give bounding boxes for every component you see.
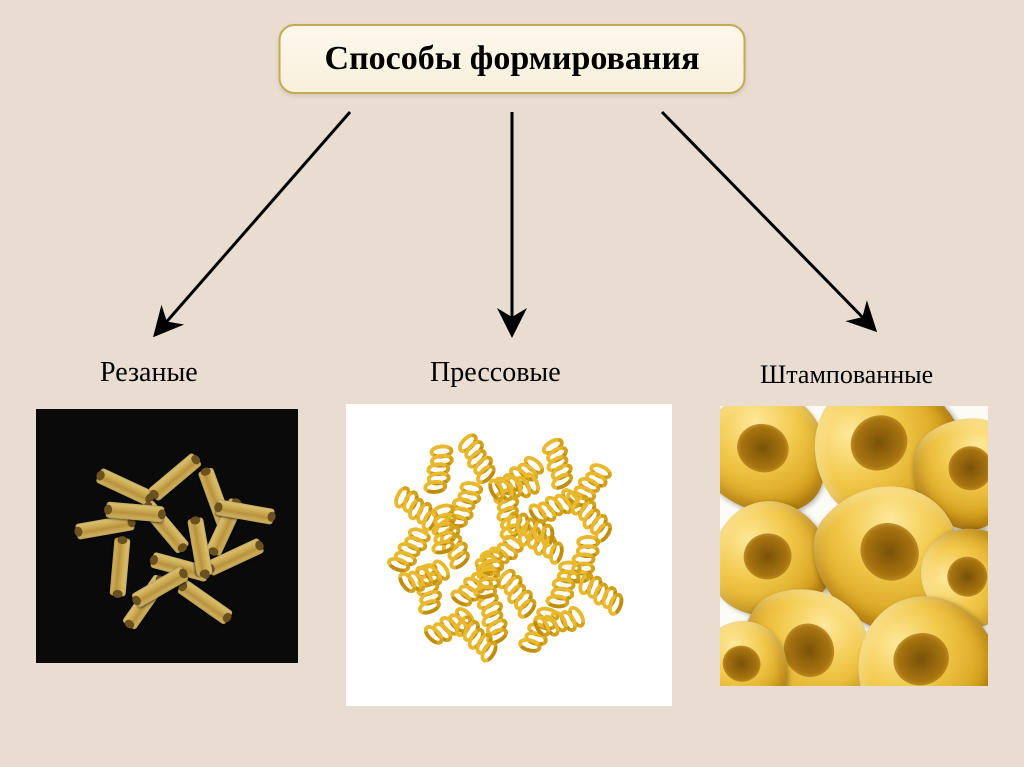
- image-pressed-pasta: [346, 404, 672, 706]
- image-stamped-pasta: [720, 406, 988, 686]
- label-pressed: Прессовые: [430, 357, 561, 389]
- label-cut: Резаные: [100, 357, 198, 389]
- title-box: Способы формирования: [279, 24, 746, 94]
- image-cut-pasta: [36, 409, 298, 663]
- title-text: Способы формирования: [325, 40, 700, 77]
- label-stamped: Штампованные: [760, 360, 933, 390]
